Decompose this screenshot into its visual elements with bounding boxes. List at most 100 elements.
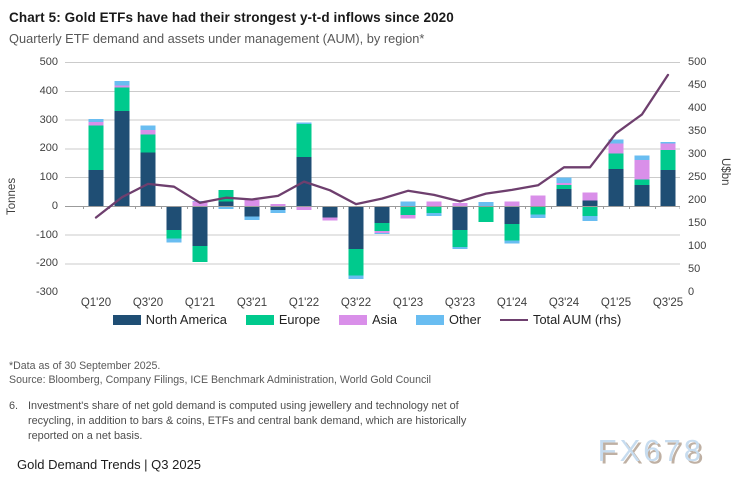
bar-segment-north-america [218,201,234,206]
bar-segment-other [192,200,208,202]
bar-segment-other [426,213,442,217]
bar-segment-europe [400,205,416,215]
right-axis-tick-label: 200 [688,194,707,206]
bar-segment-north-america [88,169,104,206]
bar-segment-north-america [582,200,598,206]
bar-segment-europe [660,149,676,171]
left-axis-tick-label: 200 [39,142,58,155]
source-note: Source: Bloomberg, Company Filings, ICE … [9,374,431,386]
bar-segment-europe [218,189,234,202]
bar-segment-other [140,125,156,131]
bar-segment-europe [140,134,156,153]
legend-label: Total AUM (rhs) [533,312,622,327]
bar-segment-asia [556,182,572,186]
legend-label: North America [145,312,227,327]
bar-segment-europe [426,205,442,214]
footnote-6: 6. Investment's share of net gold demand… [9,399,470,444]
bar-segment-asia [88,121,104,126]
bar-segment-asia [374,230,390,233]
left-axis-tick-label: 0 [51,199,58,212]
x-axis-label: Q1'23 [392,297,424,309]
bar-segment-other [556,177,572,183]
bar-segment-north-america [374,205,390,223]
bar-segment-asia [244,200,260,206]
bar-segment-europe [504,223,520,241]
data-note: *Data as of 30 September 2025. [9,360,161,372]
footnote-number: 6. [9,400,19,412]
bar-segment-other [166,238,182,243]
bar-segment-north-america [192,205,208,246]
bar-segment-europe [556,185,572,190]
bar-segment-other [270,209,286,214]
bar-segment-europe [348,248,364,276]
left-axis-tick-label: 100 [39,171,58,183]
bar-segment-north-america [452,205,468,231]
right-axis-tick-label: 0 [688,286,695,298]
legend-swatch [112,314,141,325]
right-axis-tick-label: 300 [688,148,707,160]
bar-segment-europe [608,153,624,169]
right-axis-tick-label: 500 [688,56,707,68]
bar-segment-other [582,215,598,221]
left-axis-tick-label: -300 [35,286,58,298]
right-axis-tick-label: 50 [688,263,701,275]
legend-label: Asia [372,312,398,327]
bar-segment-europe [582,205,598,216]
chart-subtitle: Quarterly ETF demand and assets under ma… [9,31,425,46]
bar-segment-asia [634,159,650,180]
bar-segment-other [400,201,416,206]
bar-segment-europe [88,125,104,170]
bar-segment-other [218,205,234,210]
bar-segment-asia [660,143,676,150]
plot-area [65,62,680,292]
legend-item-europe: Europe [245,312,321,327]
bar-segment-other [88,118,104,122]
bar-segment-other [114,80,130,86]
legend-label: Other [449,312,482,327]
bar-segment-europe [530,205,546,215]
bar-segment-other [608,139,624,144]
bar-segment-asia [426,201,442,206]
chart-canvas [65,62,680,279]
bar-segment-asia [114,85,130,88]
bar-segment-north-america [348,205,364,249]
bar-segment-north-america [244,205,260,217]
bar-segment-north-america [166,205,182,230]
total-aum-line [94,73,670,219]
bar-segment-north-america [140,152,156,206]
bar-segment-north-america [608,168,624,206]
bar-segment-europe [634,179,650,185]
page-title: Chart 5: Gold ETFs have had their strong… [9,10,454,25]
right-axis-tick-label: 100 [688,240,707,252]
bar-segment-other [478,202,494,206]
x-axis-label: Q3'23 [444,297,476,309]
legend-label: Europe [278,312,321,327]
bar-segment-north-america [556,189,572,206]
report-footer: Gold Demand Trends | Q3 2025 [17,457,202,472]
bar-segment-other [504,240,520,244]
right-axis-title: U$bn [719,158,731,186]
bar-segment-europe [296,123,312,157]
bar-segment-europe [192,246,208,262]
x-axis-label: Q1'25 [600,297,632,309]
bar-segment-north-america [270,205,286,210]
bar-segment-europe [114,87,130,111]
x-axis-label: Q1'21 [184,297,216,309]
legend-item-other: Other [416,312,481,327]
fx678-watermark: FX678 [597,433,704,468]
chart-area: Tonnes U$bn 500 400 300 200 100 0 -100 -200 -300… [6,56,731,309]
bar-segment-asia [296,205,312,211]
legend-item-north-america: North America [112,312,227,327]
bar-segment-other [660,141,676,144]
legend-line-swatch [500,318,529,321]
right-axis-tick-label: 450 [688,79,707,91]
bar-segment-asia [504,201,520,206]
legend-item-asia: Asia [339,312,397,327]
x-axis-label: Q3'25 [652,297,684,309]
left-axis-tick-label: 400 [39,84,58,97]
bar-segment-asia [322,217,338,221]
right-axis-tick-label: 150 [688,217,707,229]
bar-segment-north-america [504,205,520,224]
bar-segment-asia [582,192,598,201]
